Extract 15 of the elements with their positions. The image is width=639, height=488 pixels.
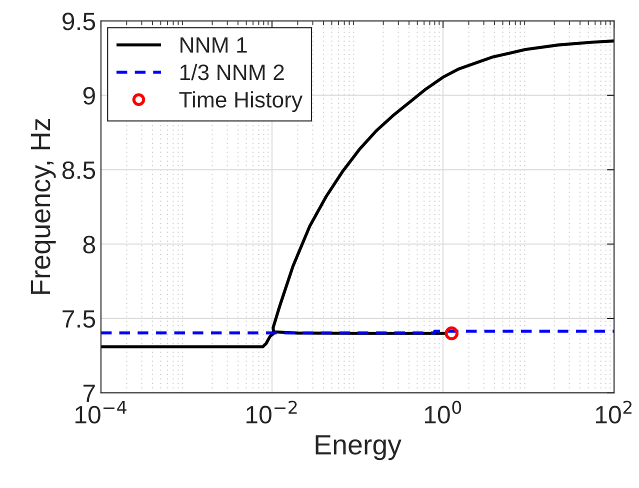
y-tick-label: 9.5 xyxy=(62,12,96,30)
legend-label: Time History xyxy=(179,91,303,112)
legend-label: 1/3 NNM 2 xyxy=(180,64,284,80)
legend-label: NNM 1 xyxy=(180,37,247,53)
x-tick-label: 10$^{2}$ xyxy=(596,400,632,424)
x-axis-title: Energy xyxy=(316,435,402,460)
y-tick-label: 7.5 xyxy=(62,310,96,328)
y-tick-label: 8.5 xyxy=(62,161,96,180)
x-tick-label: 10$^{−4}$ xyxy=(75,400,126,424)
y-tick-label: 7 xyxy=(83,384,95,402)
y-axis-title: Frequency, Hz xyxy=(30,119,56,294)
x-tick-label: 10$^{−2}$ xyxy=(246,400,297,424)
x-tick-label: 10$^{0}$ xyxy=(424,400,462,424)
y-tick-label: 9 xyxy=(83,86,95,105)
y-tick-label: 8 xyxy=(83,236,96,254)
